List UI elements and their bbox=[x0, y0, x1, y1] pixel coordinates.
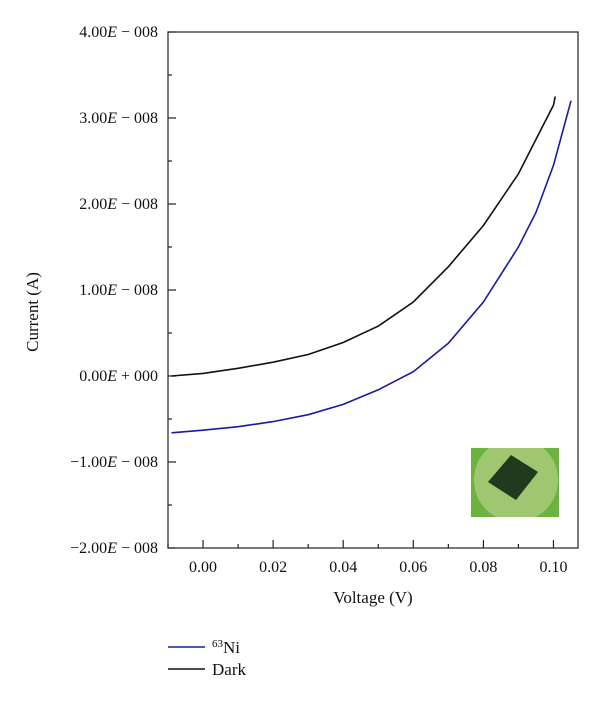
y-tick-label-exponent: + 000 bbox=[117, 368, 158, 385]
inset-photo bbox=[471, 448, 559, 517]
y-tick-label: 2.00E − 008 bbox=[79, 196, 158, 213]
series-line-ni bbox=[171, 100, 572, 434]
y-tick-label: 4.00E − 008 bbox=[79, 24, 158, 41]
x-axis-tick-labels: 0.00 0.02 0.04 0.06 0.08 0.10 bbox=[189, 559, 567, 576]
y-tick-label: 1.00E − 008 bbox=[79, 282, 158, 299]
x-tick-label: 0.06 bbox=[399, 559, 427, 576]
legend-label-ni-name: Ni bbox=[223, 638, 240, 657]
x-tick-label: 0.04 bbox=[329, 559, 357, 576]
y-tick-label-mantissa: 3.00 bbox=[79, 110, 107, 127]
y-tick-label-exponent: − 008 bbox=[117, 454, 158, 471]
series-lines bbox=[171, 96, 572, 434]
y-tick-label-mantissa: 4.00 bbox=[79, 24, 107, 41]
y-tick-label: 0.00E + 000 bbox=[79, 368, 158, 385]
y-tick-label: 3.00E − 008 bbox=[79, 110, 158, 127]
series-line-dark bbox=[171, 96, 556, 377]
y-tick-label-exp-symbol: E bbox=[106, 454, 117, 471]
y-axis-ticks bbox=[168, 31, 176, 549]
y-axis-title: Current (A) bbox=[23, 272, 42, 352]
y-tick-label-exp-symbol: E bbox=[106, 110, 117, 127]
y-tick-label-exp-symbol: E bbox=[106, 540, 117, 557]
y-tick-label-mantissa: 2.00 bbox=[79, 196, 107, 213]
y-tick-label-mantissa: −1.00 bbox=[70, 454, 107, 471]
y-tick-label-exp-symbol: E bbox=[106, 282, 117, 299]
y-tick-label-mantissa: −2.00 bbox=[70, 540, 107, 557]
y-tick-label-exponent: − 008 bbox=[117, 540, 158, 557]
legend-label-ni: 63Ni bbox=[212, 638, 240, 657]
y-tick-label-exponent: − 008 bbox=[117, 282, 158, 299]
x-tick-label: 0.00 bbox=[189, 559, 217, 576]
y-tick-label-exp-symbol: E bbox=[106, 196, 117, 213]
y-tick-label-mantissa: 0.00 bbox=[79, 368, 107, 385]
y-tick-label-exponent: − 008 bbox=[117, 196, 158, 213]
inset-photo-chip bbox=[488, 455, 538, 500]
y-tick-label-exponent: − 008 bbox=[117, 110, 158, 127]
y-tick-label-exp-symbol: E bbox=[106, 368, 117, 385]
y-tick-label-exp-symbol: E bbox=[106, 24, 117, 41]
y-tick-label: −2.00E − 008 bbox=[70, 540, 158, 557]
legend-label-ni-superscript: 63 bbox=[212, 638, 224, 650]
x-tick-label: 0.02 bbox=[259, 559, 287, 576]
x-tick-label: 0.10 bbox=[539, 559, 567, 576]
x-axis-title: Voltage (V) bbox=[333, 588, 412, 607]
x-tick-label: 0.08 bbox=[469, 559, 497, 576]
legend: 63Ni Dark bbox=[168, 638, 246, 679]
legend-label-dark: Dark bbox=[212, 660, 246, 679]
y-tick-label: −1.00E − 008 bbox=[70, 454, 158, 471]
x-axis-ticks bbox=[167, 540, 555, 548]
y-tick-label-mantissa: 1.00 bbox=[79, 282, 107, 299]
y-tick-label-exponent: − 008 bbox=[117, 24, 158, 41]
